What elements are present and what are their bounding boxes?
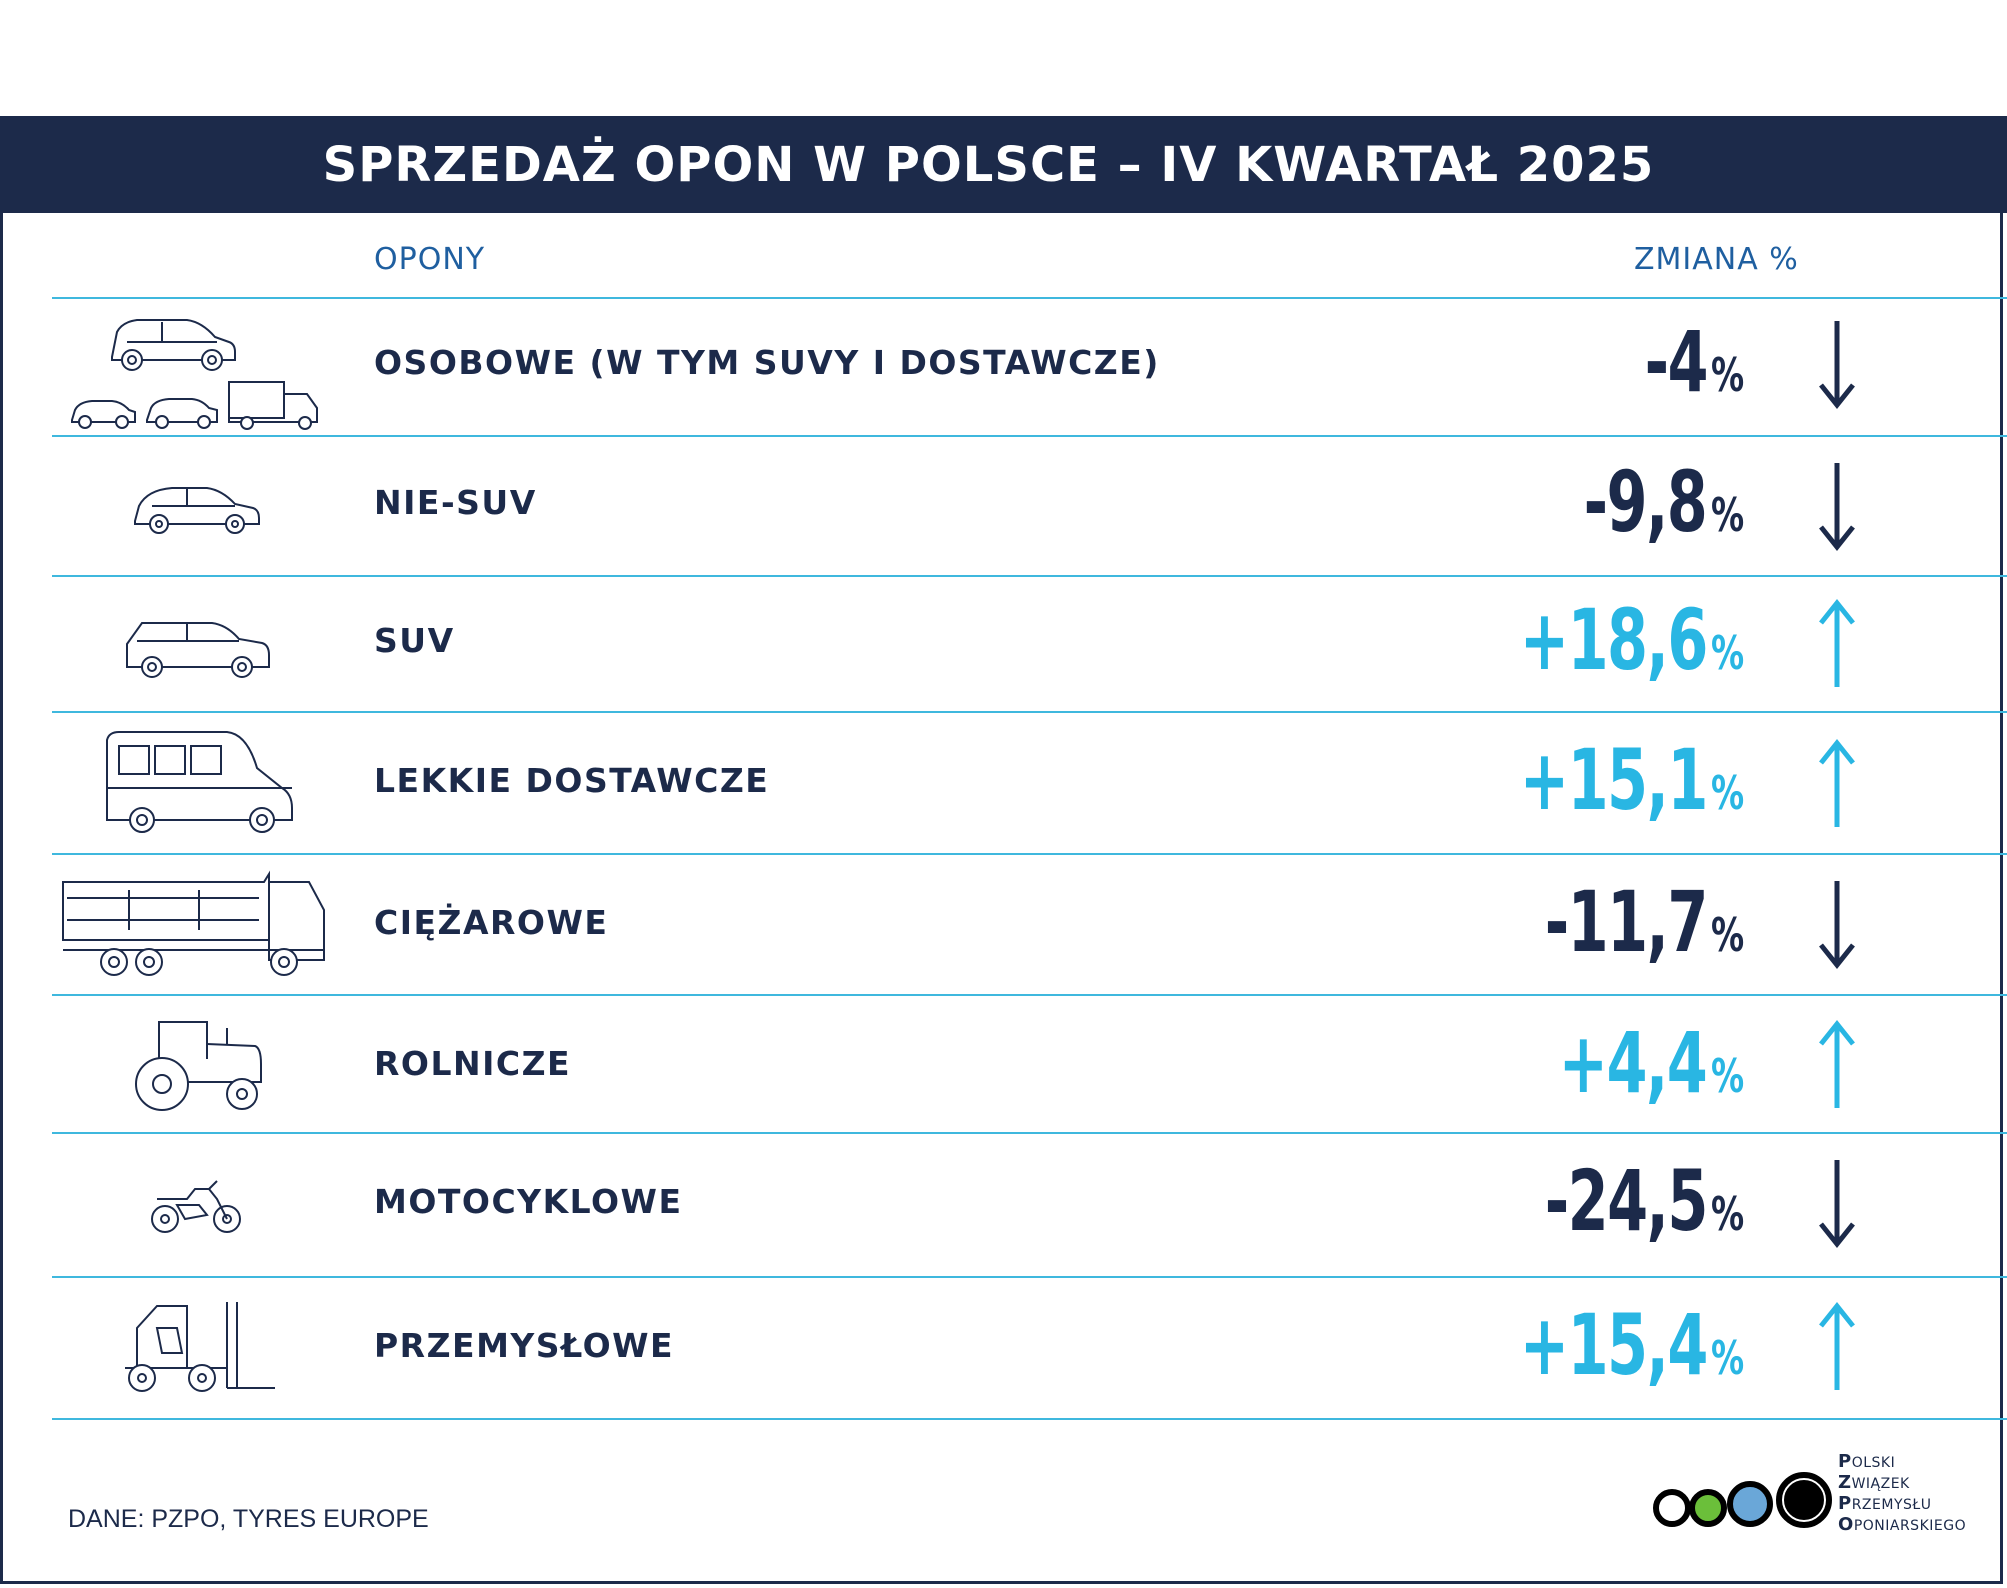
- change-number: +15,4: [1519, 1296, 1708, 1394]
- row-label: PRZEMYSŁOWE: [374, 1326, 675, 1365]
- change-value: -4 %: [1627, 313, 1752, 411]
- table-row: LEKKIE DOSTAWCZE +15,1 %: [52, 713, 2007, 853]
- arrow-down-icon: [1819, 1160, 1855, 1248]
- arrow-down-icon: [1819, 881, 1855, 969]
- percent-sign: %: [1710, 626, 1744, 680]
- percent-sign: %: [1710, 348, 1744, 402]
- table-row: SUV +18,6 %: [52, 577, 2007, 711]
- change-number: +4,4: [1558, 1014, 1708, 1112]
- arrow-up-icon: [1819, 1302, 1855, 1390]
- row-label: OSOBOWE (W TYM SUVY I DOSTAWCZE): [374, 343, 1160, 382]
- change-value: +15,1 %: [1467, 731, 1752, 829]
- row-divider: [52, 1418, 2007, 1420]
- change-number: -4: [1644, 313, 1708, 411]
- change-number: +18,6: [1519, 591, 1708, 689]
- logo-line: POLSKI: [1838, 1451, 1896, 1472]
- van-icon: [52, 713, 342, 853]
- pzpo-logo: POLSKI ZWIĄZEK PRZEMYSŁU OPONIARSKIEGO: [1652, 1452, 1966, 1538]
- change-value: +18,6 %: [1467, 591, 1752, 689]
- table-row: OSOBOWE (W TYM SUVY I DOSTAWCZE) -4 %: [52, 299, 2007, 435]
- infographic-frame: [0, 116, 2003, 1584]
- row-divider: [52, 435, 2007, 437]
- arrow-up-icon: [1819, 739, 1855, 827]
- change-number: +15,1: [1519, 731, 1708, 829]
- hatchback-car-icon: [52, 437, 342, 575]
- row-divider: [52, 1132, 2007, 1134]
- page-title: SPRZEDAŻ OPON W POLSCE – IV KWARTAŁ 2025: [322, 136, 1655, 193]
- table-row: PRZEMYSŁOWE +15,4 %: [52, 1278, 2007, 1418]
- change-value: +15,4 %: [1467, 1296, 1752, 1394]
- column-header-tyres: OPONY: [374, 242, 486, 277]
- forklift-icon: [52, 1278, 342, 1418]
- table-row: MOTOCYKLOWE -24,5 %: [52, 1134, 2007, 1276]
- suv-icon: [52, 577, 342, 711]
- row-label: CIĘŻAROWE: [374, 903, 609, 942]
- data-source: DANE: PZPO, TYRES EUROPE: [68, 1505, 429, 1533]
- table-row: ROLNICZE +4,4 %: [52, 996, 2007, 1132]
- row-divider: [52, 1276, 2007, 1278]
- row-divider: [52, 297, 2007, 299]
- passenger-cars-group-icon: [52, 299, 342, 435]
- percent-sign: %: [1710, 1049, 1744, 1103]
- change-value: -9,8 %: [1549, 453, 1752, 551]
- logo-line: OPONIARSKIEGO: [1838, 1514, 1967, 1535]
- logo-text: POLSKI ZWIĄZEK PRZEMYSŁU OPONIARSKIEGO: [1838, 1452, 1966, 1536]
- column-header-change: ZMIANA %: [1634, 242, 1799, 277]
- percent-sign: %: [1710, 766, 1744, 820]
- table-row: NIE-SUV -9,8 %: [52, 437, 2007, 575]
- arrow-down-icon: [1819, 463, 1855, 551]
- row-label: NIE-SUV: [374, 483, 537, 522]
- change-value: -11,7 %: [1499, 873, 1752, 971]
- change-number: -24,5: [1544, 1152, 1708, 1250]
- arrow-down-icon: [1819, 321, 1855, 409]
- title-bar: SPRZEDAŻ OPON W POLSCE – IV KWARTAŁ 2025: [0, 116, 2007, 213]
- change-value: -24,5 %: [1499, 1152, 1752, 1250]
- row-divider: [52, 994, 2007, 996]
- row-label: LEKKIE DOSTAWCZE: [374, 761, 770, 800]
- logo-circles-icon: [1653, 1472, 1832, 1528]
- logo-line: ZWIĄZEK: [1838, 1472, 1910, 1493]
- percent-sign: %: [1710, 1331, 1744, 1385]
- dump-truck-icon: [52, 855, 342, 994]
- row-label: SUV: [374, 621, 455, 660]
- percent-sign: %: [1710, 1187, 1744, 1241]
- percent-sign: %: [1710, 488, 1744, 542]
- row-divider: [52, 575, 2007, 577]
- change-number: -11,7: [1544, 873, 1708, 971]
- table-row: CIĘŻAROWE -11,7 %: [52, 855, 2007, 994]
- change-value: +4,4 %: [1517, 1014, 1752, 1112]
- change-number: -9,8: [1583, 453, 1708, 551]
- arrow-up-icon: [1819, 1020, 1855, 1108]
- motorcycle-icon: [52, 1134, 342, 1276]
- row-divider: [52, 711, 2007, 713]
- row-divider: [52, 853, 2007, 855]
- percent-sign: %: [1710, 908, 1744, 962]
- logo-line: PRZEMYSŁU: [1838, 1493, 1932, 1514]
- arrow-up-icon: [1819, 599, 1855, 687]
- tractor-icon: [52, 996, 342, 1132]
- row-label: ROLNICZE: [374, 1044, 572, 1083]
- row-label: MOTOCYKLOWE: [374, 1182, 683, 1221]
